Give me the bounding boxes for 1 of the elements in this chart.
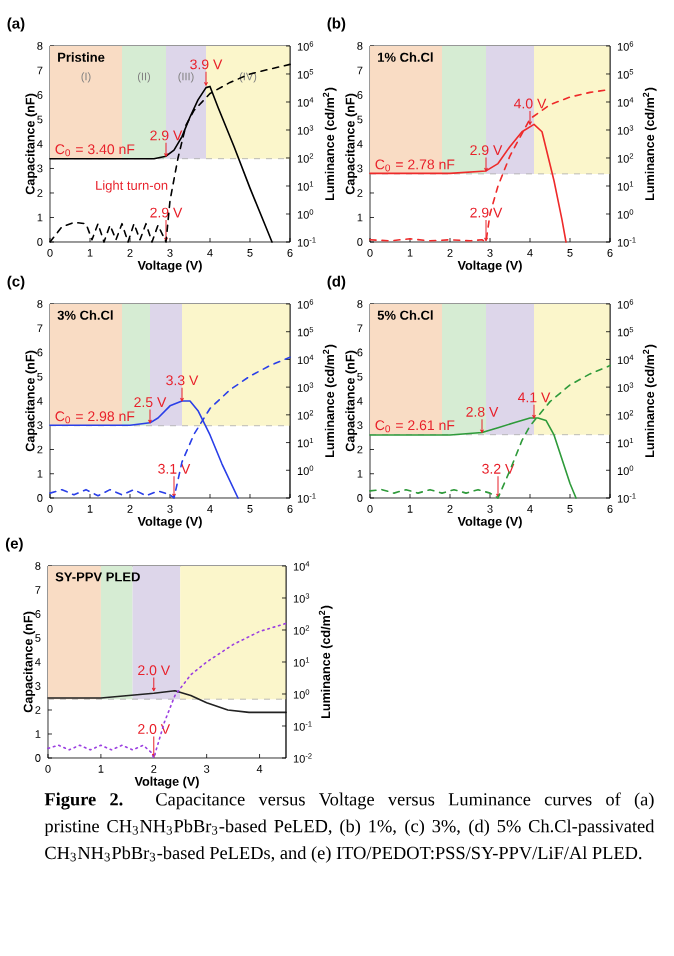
chart-title: Figure 2. Capacitance versus Voltage versus Luminance curves of (a) pristine CH$_{3}$NH$_{3}$PbBr$_{3}$-based PeLED, (b) 1%, (c) 3%, (d) 5% Ch.Cl-passivated CH$_{3}$NH$_{3}$PbBr$_{3}$-based PeLEDs, and (e) ITO/PEDOT:PSS/SY-PPV/LiF/Al PLED. xyxy=(44,792,655,863)
